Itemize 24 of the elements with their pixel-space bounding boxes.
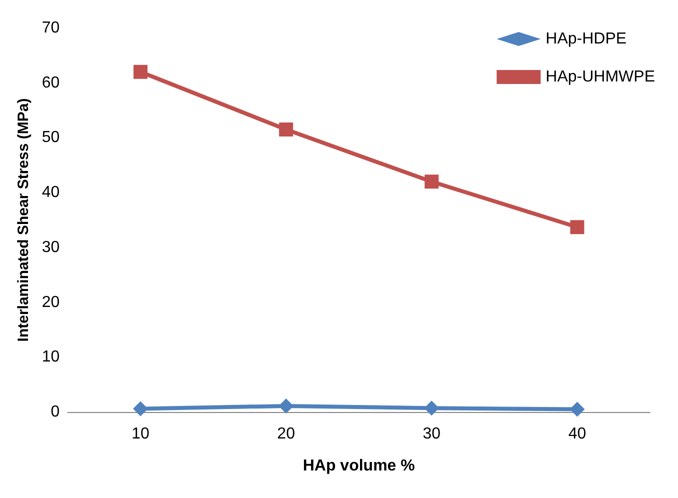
y-tick-label: 40 <box>42 184 60 202</box>
point <box>570 220 584 234</box>
y-tick-label: 30 <box>42 238 60 256</box>
y-tick-label: 20 <box>42 294 60 311</box>
y-axis-title: Interlaminated Shear Stress (MPa) <box>15 98 32 342</box>
legend-label: HAp-HDPE <box>546 30 627 48</box>
point <box>132 401 148 416</box>
x-tick-label: 20 <box>277 426 296 442</box>
y-tick-label: 10 <box>42 348 60 366</box>
x-tick-label: 10 <box>132 426 150 442</box>
y-tick-label: 60 <box>42 74 60 92</box>
point <box>424 174 439 189</box>
x-axis-title: HAp volume % <box>302 458 415 474</box>
y-tick-label: 0 <box>50 404 60 420</box>
point <box>570 402 585 417</box>
point <box>279 122 294 136</box>
y-tick-label: 50 <box>42 129 60 146</box>
point <box>424 400 440 416</box>
x-tick-label: 40 <box>568 426 586 442</box>
point <box>133 64 148 79</box>
y-tick-label: 70 <box>42 20 60 36</box>
legend-label: HAp-UHMWPE <box>546 68 656 86</box>
point <box>278 398 294 414</box>
x-tick-label: 30 <box>422 426 441 442</box>
